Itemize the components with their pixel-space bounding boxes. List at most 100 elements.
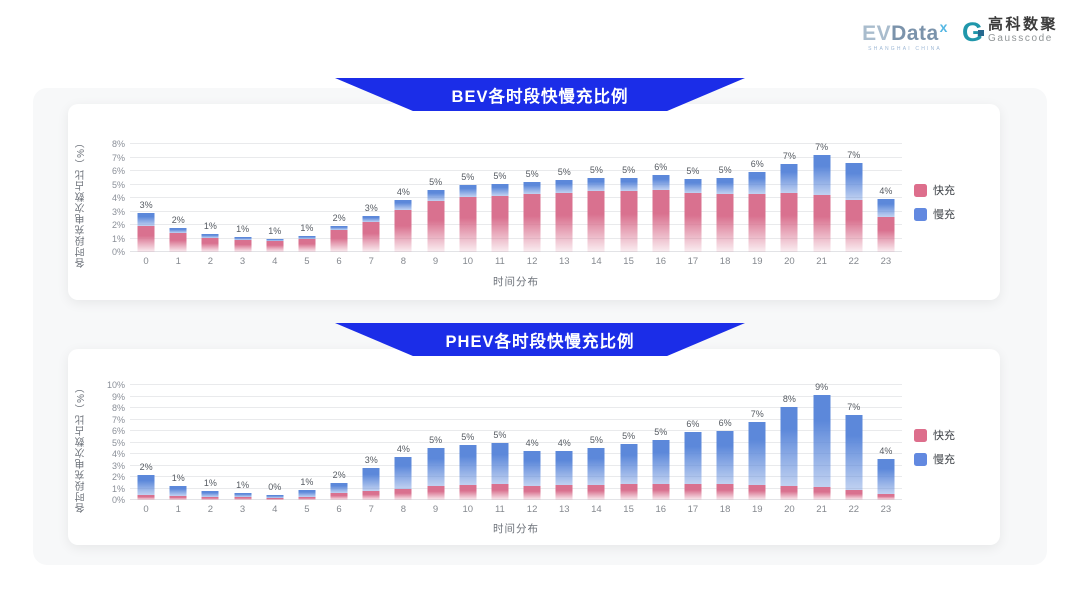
slow-charge-segment — [877, 458, 895, 494]
stacked-bar — [394, 457, 412, 500]
fast-charge-segment — [491, 195, 509, 252]
fast-charge-segment — [587, 190, 605, 252]
gridline — [130, 487, 902, 489]
x-tick-label: 15 — [623, 256, 634, 267]
stacked-bar — [201, 490, 219, 500]
y-tick-label: 8% — [111, 139, 125, 149]
bar-total-label: 2% — [332, 469, 346, 480]
stacked-bar — [491, 443, 509, 500]
x-tick-label: 12 — [526, 504, 538, 515]
stacked-bar — [748, 172, 766, 252]
bar-total-label: 7% — [815, 141, 829, 152]
gridline — [130, 143, 902, 144]
bar-column-hour-5: 1% — [291, 144, 323, 252]
bar-column-hour-15: 5% — [613, 144, 645, 252]
gridline — [130, 183, 902, 185]
fast-charge-segment — [652, 189, 670, 252]
gausscode-logo: G 高科数聚 Gausscode — [962, 16, 1058, 46]
bar-column-hour-4: 1% — [259, 144, 291, 252]
stacked-bar — [780, 406, 798, 500]
bar-column-hour-4: 0% — [259, 385, 291, 500]
phev-x-axis-ticks: 0 1 2 3 4 5 6 7 8 9 10 11 12 13 14 15 16 17 18 19 20 21 22 23 — [130, 504, 902, 518]
gridline — [130, 197, 902, 198]
phev-legend: 快充 慢充 — [908, 349, 1000, 545]
bar-column-hour-17: 6% — [677, 385, 709, 500]
slow-charge-segment — [266, 239, 284, 241]
fast-charge-segment — [169, 495, 187, 500]
slow-charge-segment — [780, 164, 798, 193]
stacked-bar — [201, 234, 219, 252]
x-tick-label: 6 — [336, 504, 342, 515]
phev-legend-item-slow: 慢充 — [914, 451, 1000, 467]
fast-charge-segment — [748, 193, 766, 252]
bev-y-axis-title: 各时段充电次数占比（%） — [75, 136, 87, 268]
bar-total-label: 5% — [525, 168, 539, 179]
y-tick-label: 10% — [106, 380, 125, 390]
x-tick-label: 15 — [623, 504, 634, 515]
evdata-tagline: SHANGHAI CHINA — [868, 46, 942, 52]
stacked-bar — [266, 239, 284, 252]
slow-charge-segment — [652, 175, 670, 190]
slow-charge-segment — [298, 236, 316, 240]
x-tick-label: 0 — [143, 504, 149, 515]
fast-charge-segment — [266, 497, 284, 500]
stacked-bar — [523, 450, 541, 500]
slow-charge-segment — [813, 154, 831, 195]
y-tick-label: 3% — [111, 460, 125, 471]
stacked-bar — [330, 226, 348, 252]
stacked-bar — [169, 227, 187, 252]
bev-legend-item-slow: 慢充 — [914, 206, 1000, 222]
fast-charge-segment — [684, 193, 702, 252]
slow-charge-segment — [427, 447, 445, 487]
gridline — [130, 407, 902, 408]
bev-x-axis-ticks: 0 1 2 3 4 5 6 7 8 9 10 11 12 13 14 15 16 17 18 19 20 21 22 23 — [130, 256, 902, 270]
fast-charge-segment — [877, 493, 895, 500]
x-tick-label: 17 — [687, 256, 699, 267]
stacked-bar — [780, 164, 798, 252]
stacked-bar — [652, 175, 670, 252]
bar-total-label: 5% — [589, 434, 603, 445]
fast-charge-segment — [234, 497, 252, 500]
evdata-wordmark: EVDatax — [862, 16, 948, 45]
stacked-bar — [555, 180, 573, 252]
stacked-bar — [877, 458, 895, 500]
fast-charge-swatch-icon — [914, 428, 927, 442]
bar-total-label: 3% — [364, 202, 378, 213]
fast-charge-swatch-icon — [914, 183, 927, 197]
bev-chart-title-banner: BEV各时段快慢充比例 — [335, 78, 745, 111]
x-tick-label: 5 — [304, 504, 310, 515]
slow-charge-segment — [459, 185, 477, 198]
slow-charge-segment — [620, 444, 638, 484]
stacked-bar — [137, 212, 155, 252]
phev-legend-item-fast: 快充 — [914, 427, 1000, 443]
bar-total-label: 5% — [718, 165, 732, 176]
fast-charge-segment — [555, 192, 573, 252]
slow-charge-segment — [427, 189, 445, 202]
x-tick-label: 11 — [494, 256, 505, 267]
bar-total-label: 7% — [782, 151, 796, 162]
y-tick-label: 5% — [111, 437, 125, 448]
gridline — [130, 395, 902, 397]
bar-column-hour-15: 5% — [613, 385, 645, 500]
bar-column-hour-7: 3% — [355, 385, 387, 500]
fast-charge-segment — [845, 489, 863, 500]
bar-total-label: 2% — [171, 214, 185, 225]
phev-plot: 0% 1% 2% 3% 4% 5% 6% 7% 8% 9% 10% 2% 1% 1% 1% 0% 1% 2% 3% 4… — [107, 380, 902, 505]
x-tick-label: 16 — [655, 504, 667, 515]
x-tick-label: 22 — [848, 504, 860, 515]
bar-column-hour-13: 5% — [548, 144, 580, 252]
bar-total-label: 1% — [171, 473, 185, 484]
slow-charge-segment — [587, 178, 605, 191]
y-tick-label: 6% — [111, 166, 125, 176]
gridline — [130, 210, 902, 212]
bar-column-hour-12: 4% — [516, 385, 548, 500]
phev-y-axis-title: 各时段充电次数占比（%） — [75, 381, 87, 513]
bar-column-hour-19: 7% — [741, 385, 773, 500]
bar-column-hour-16: 5% — [645, 385, 677, 500]
bar-total-label: 5% — [589, 165, 603, 176]
evdata-logo: EVDatax SHANGHAI CHINA — [862, 16, 948, 52]
bar-total-label: 4% — [879, 186, 893, 197]
y-tick-label: 5% — [111, 179, 125, 190]
x-tick-label: 7 — [368, 256, 374, 267]
x-tick-label: 8 — [400, 504, 407, 515]
